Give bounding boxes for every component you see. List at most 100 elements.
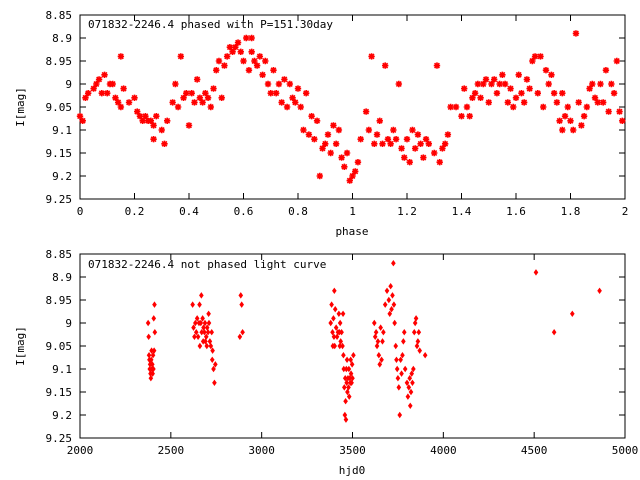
unphased-y-tick-label: 9.15: [46, 386, 73, 399]
phased-data-point: [504, 99, 512, 106]
unphased-data-point: [340, 342, 345, 350]
unphased-data-point: [338, 338, 343, 345]
unphased-data-point: [331, 333, 337, 341]
phased-data-point: [477, 94, 484, 101]
unphased-data-point: [404, 379, 410, 387]
phased-data-point: [545, 80, 552, 88]
phased-data-point: [264, 80, 272, 88]
unphased-data-point: [205, 328, 211, 336]
phased-data-point: [281, 76, 288, 83]
phased-data-point: [221, 62, 228, 69]
phased-data-point: [537, 53, 544, 60]
unphased-y-tick-label: 9.1: [52, 363, 72, 376]
unphased-data-point: [402, 365, 408, 373]
unphased-data-point: [344, 356, 350, 364]
unphased-x-tick-label: 3500: [339, 444, 366, 457]
phased-data-point: [248, 34, 255, 42]
phased-data-point: [183, 90, 190, 97]
phased-data-point: [580, 113, 588, 120]
unphased-data-point: [375, 338, 381, 345]
unphased-data-point: [406, 384, 412, 391]
phased-x-tick-label: 0: [77, 205, 84, 218]
phased-data-point: [311, 136, 318, 143]
unphased-data-point: [198, 319, 204, 327]
unphased-data-point: [407, 374, 413, 382]
phased-data-point: [480, 80, 487, 88]
unphased-data-point: [341, 351, 346, 359]
unphased-data-point: [346, 365, 352, 373]
unphased-data-point: [148, 374, 154, 382]
unphased-data-point: [209, 328, 215, 336]
unphased-data-point: [152, 301, 157, 308]
phased-data-point: [365, 126, 373, 134]
unphased-data-point: [411, 365, 416, 373]
phased-data-point: [286, 80, 294, 88]
phased-data-point: [496, 80, 503, 88]
unphased-data-point: [597, 287, 602, 295]
unphased-data-point: [372, 319, 377, 327]
unphased-data-point: [197, 301, 202, 308]
phased-data-point: [398, 145, 405, 152]
unphased-data-point: [210, 347, 215, 354]
phased-data-point: [411, 145, 419, 152]
phased-data-point: [294, 85, 302, 92]
phased-data-point: [608, 80, 615, 88]
phased-x-tick-label: 1.8: [561, 205, 581, 218]
unphased-data-point: [395, 374, 401, 382]
unphased-y-tick-label: 9.25: [46, 432, 73, 445]
unphased-data-point: [408, 388, 414, 396]
unphased-data-point: [213, 361, 218, 368]
phased-data-point: [213, 67, 220, 74]
unphased-data-point: [381, 328, 386, 336]
unphased-data-point: [193, 328, 199, 336]
phased-data-point: [283, 103, 291, 111]
phased-data-point: [406, 159, 413, 166]
phased-data-point: [384, 136, 392, 143]
phased-data-point: [117, 103, 125, 111]
phased-data-point: [553, 99, 561, 106]
phased-data-point: [134, 108, 141, 115]
phased-data-point: [616, 108, 623, 115]
phased-data-point: [278, 99, 285, 106]
phased-data-point: [357, 136, 364, 143]
phased-x-tick-label: 0.2: [125, 205, 145, 218]
phased-data-point: [471, 90, 479, 97]
phased-data-point: [292, 99, 299, 106]
unphased-data-point: [373, 328, 379, 336]
unphased-data-point: [191, 324, 196, 331]
phased-data-point: [458, 113, 465, 120]
phased-data-point: [251, 57, 258, 65]
phased-data-point: [534, 90, 541, 97]
phased-data-point: [196, 94, 204, 101]
unphased-plot-area: [79, 253, 626, 439]
phased-y-tick-label: 8.9: [52, 32, 72, 45]
unphased-data-point: [207, 338, 213, 345]
unphased-data-point: [332, 287, 337, 295]
unphased-data-point: [407, 402, 413, 410]
unphased-data-point: [200, 315, 205, 322]
phased-data-point: [335, 126, 343, 134]
unphased-data-point: [390, 292, 395, 299]
phased-data-point: [474, 80, 482, 88]
phased-data-point: [540, 103, 547, 111]
phased-data-point: [338, 154, 345, 161]
unphased-data-point: [349, 361, 355, 368]
unphased-data-point: [551, 328, 557, 336]
phased-data-point: [589, 80, 596, 88]
phased-data-point: [215, 57, 223, 65]
unphased-data-point: [201, 324, 206, 331]
unphased-x-tick-label: 4500: [521, 444, 548, 457]
phased-data-point: [79, 117, 86, 124]
phased-data-points: [76, 30, 626, 184]
phased-data-point: [169, 99, 176, 106]
phased-data-point: [191, 99, 198, 106]
phased-data-point: [275, 80, 283, 88]
phased-data-point: [313, 117, 321, 124]
phased-data-point: [387, 140, 394, 147]
phased-data-point: [327, 149, 334, 157]
unphased-chart-title: 071832-2246.4 not phased light curve: [88, 258, 326, 271]
unphased-data-point: [416, 328, 422, 336]
unphased-data-point: [397, 411, 403, 419]
phased-y-tick-label: 9.15: [46, 147, 73, 160]
